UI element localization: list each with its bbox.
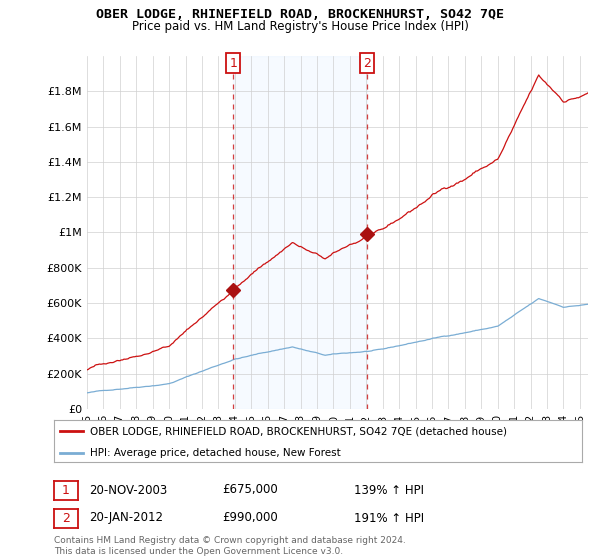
Text: 1: 1 [229, 57, 237, 69]
Bar [233, 56, 367, 409]
Text: £990,000: £990,000 [222, 511, 278, 525]
Text: Price paid vs. HM Land Registry's House Price Index (HPI): Price paid vs. HM Land Registry's House … [131, 20, 469, 32]
Text: 1: 1 [62, 484, 70, 497]
Text: 191% ↑ HPI: 191% ↑ HPI [354, 511, 424, 525]
Text: HPI: Average price, detached house, New Forest: HPI: Average price, detached house, New … [90, 448, 341, 458]
Text: 20-JAN-2012: 20-JAN-2012 [89, 511, 163, 525]
Text: 20-NOV-2003: 20-NOV-2003 [89, 483, 167, 497]
Text: 2: 2 [363, 57, 371, 69]
Text: £675,000: £675,000 [222, 483, 278, 497]
Text: Contains HM Land Registry data © Crown copyright and database right 2024.
This d: Contains HM Land Registry data © Crown c… [54, 536, 406, 556]
Text: 139% ↑ HPI: 139% ↑ HPI [354, 483, 424, 497]
Text: OBER LODGE, RHINEFIELD ROAD, BROCKENHURST, SO42 7QE (detached house): OBER LODGE, RHINEFIELD ROAD, BROCKENHURS… [90, 426, 507, 436]
Text: 2: 2 [62, 512, 70, 525]
Text: OBER LODGE, RHINEFIELD ROAD, BROCKENHURST, SO42 7QE: OBER LODGE, RHINEFIELD ROAD, BROCKENHURS… [96, 8, 504, 21]
